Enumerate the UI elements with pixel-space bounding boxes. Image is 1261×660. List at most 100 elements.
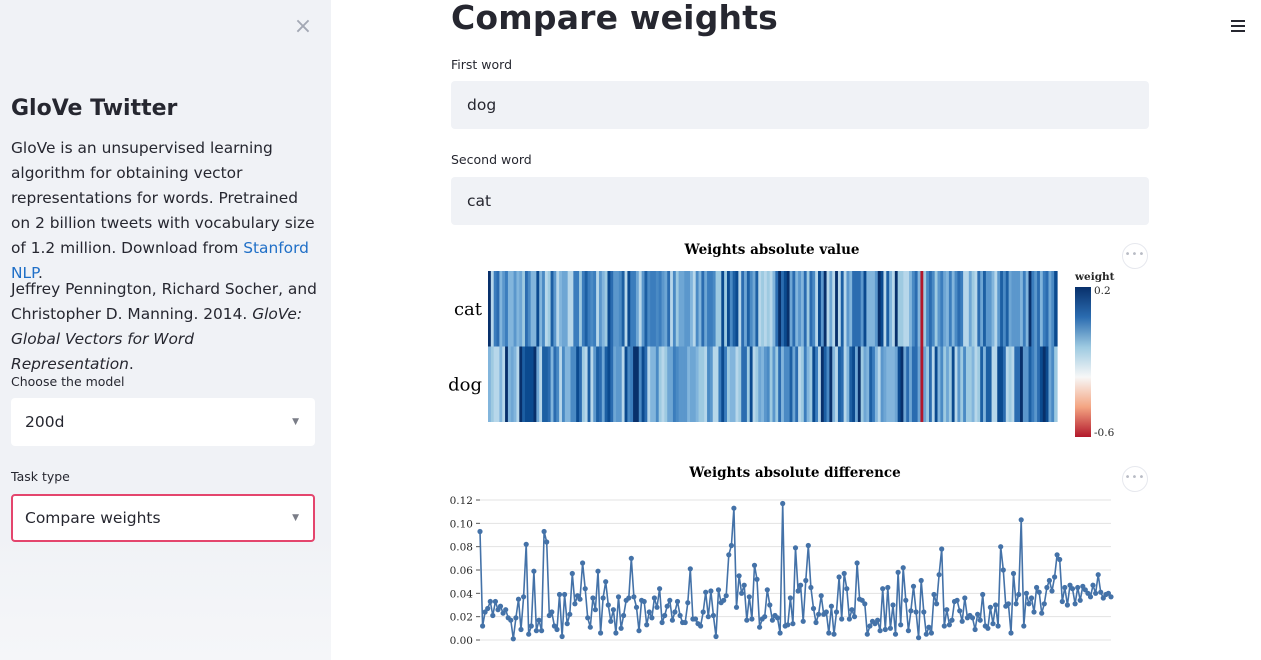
data-point [1023,590,1029,596]
heatmap-cell [630,346,634,422]
heatmap-cell [567,346,572,422]
heatmap-cell [809,346,813,422]
data-point [1000,567,1006,573]
data-point [480,623,486,629]
heatmap-cell [675,346,680,422]
heatmap-cell [638,346,643,422]
heatmap-cell [1054,346,1058,422]
data-point [569,570,575,577]
heatmap-cell [718,271,722,347]
heatmap-cell [883,346,887,422]
data-point [1054,552,1060,558]
heatmap-cell [800,346,805,422]
heatmap-cell [934,346,939,422]
model-label: Choose the model [11,374,125,389]
heatmap-cell [533,346,537,422]
heatmap-cell [940,271,944,347]
heatmap-cell [539,346,543,422]
first-word-input[interactable] [451,81,1149,129]
heatmap-cell [840,346,845,422]
heatmap-cell [749,271,754,347]
linechart-more-options-button[interactable]: ••• [1122,466,1148,492]
heatmap-cell [818,271,822,347]
heatmap-cell [997,346,1001,422]
heatmap-cell [877,346,882,422]
heatmap-cell [635,271,640,347]
heatmap-cell [616,271,620,347]
heatmap-cell [1005,346,1010,422]
heatmap-cell [798,346,802,422]
citation-authors: Jeffrey Pennington, Richard Socher, and … [11,280,317,323]
data-point [785,622,791,628]
data-point [880,586,886,592]
data-point [556,591,563,598]
model-select[interactable]: 200d ▼ [11,398,315,446]
data-point [749,616,755,622]
heatmap-cell [1002,346,1007,422]
data-point [521,594,527,600]
heatmap-cell [726,346,731,422]
y-tick-label: 0.12 [450,495,473,507]
data-point [485,605,491,612]
second-word-input[interactable] [451,177,1149,225]
heatmap-cell [826,271,831,347]
heatmap-cell [985,346,990,422]
data-point [926,624,932,630]
heatmap-cell [667,271,671,347]
data-point [659,619,665,626]
heatmap-cell [621,271,626,347]
stanford-nlp-link[interactable]: Stanford NLP [11,239,309,282]
heatmap-cell [909,271,913,347]
heatmap-cell [692,271,697,347]
heatmap-cell [613,271,617,347]
heatmap-cell [519,346,523,422]
heatmap-cell [596,346,600,422]
data-point [549,609,555,615]
heatmap-cell [826,346,831,422]
data-point [1016,591,1022,598]
heatmap-cell [991,346,996,422]
data-point [1095,572,1101,578]
heatmap-cell [718,346,722,422]
close-sidebar-icon[interactable]: × [293,14,313,39]
data-point [744,617,750,623]
heatmap-cell [832,271,836,347]
data-point [808,584,814,591]
hamburger-menu-icon[interactable] [1229,16,1247,34]
heatmap-cell [965,271,970,347]
heatmap-cell [761,271,765,347]
heatmap-cell [781,346,785,422]
heatmap-cell [1011,271,1015,347]
heatmap-cell [687,346,691,422]
heatmap-cell [874,271,879,347]
data-point [585,615,591,621]
data-point [780,500,786,507]
task-select[interactable]: Compare weights ▼ [11,494,315,542]
heatmap-cell [1011,346,1015,422]
heatmap-cell [544,271,549,347]
heatmap-cell [687,271,691,347]
data-point [1052,574,1058,580]
data-point [846,616,852,622]
data-point [736,573,742,579]
heatmap-cell [894,271,899,347]
data-point [536,617,542,623]
data-point [687,566,693,572]
heatmap-cell [510,271,515,347]
data-point [515,596,522,602]
data-point [800,618,806,624]
heatmap-cell [655,271,660,347]
heatmap-cell [1042,271,1047,347]
heatmap-cell [909,346,913,422]
heatmap-cell [1042,346,1047,422]
heatmap-more-options-button[interactable]: ••• [1122,243,1148,269]
heatmap-cell [658,271,663,347]
heatmap-cell [712,271,717,347]
heatmap-cell [633,346,637,422]
heatmap-cell [695,271,700,347]
heatmap-cell [635,346,640,422]
task-select-value: Compare weights [25,509,161,527]
heatmap-cell [983,346,987,422]
data-point [844,586,850,592]
data-point [731,505,737,511]
